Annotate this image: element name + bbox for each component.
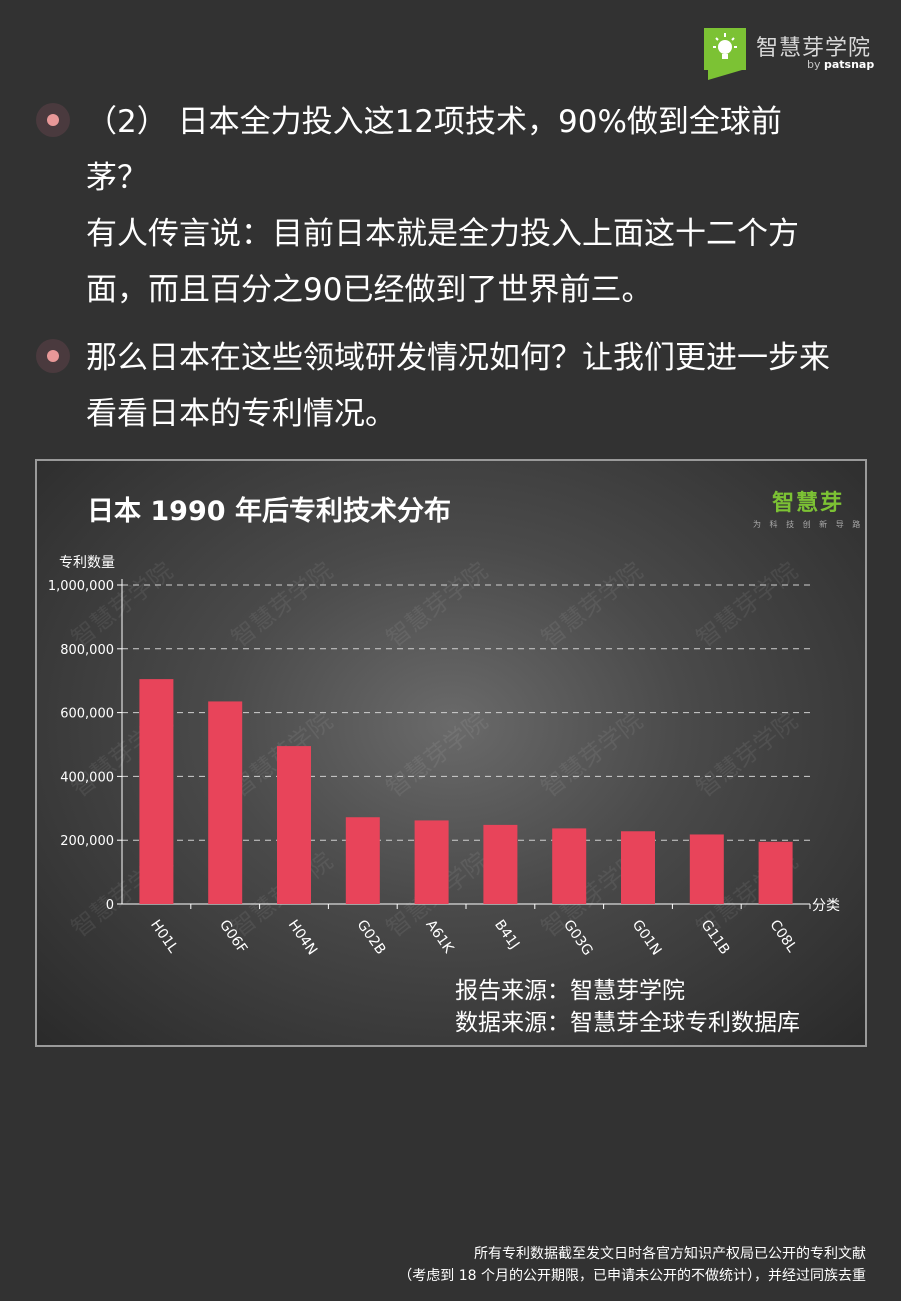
bar-g03g — [552, 828, 587, 904]
chart-panel: 日本 1990 年后专利技术分布 智慧芽 为 科 技 创 新 导 路 智慧芽学院… — [35, 459, 867, 1047]
brand-partner: patsnap — [824, 58, 875, 71]
brand-by: by — [807, 58, 821, 71]
header-logo: 智慧芽学院 by patsnap — [704, 28, 894, 84]
bullet-line: （2） 日本全力投入这12项技术，90%做到全球前 — [86, 104, 782, 140]
bar-b41j — [483, 824, 518, 904]
data-source: 数据来源：智慧芽全球专利数据库 — [455, 1010, 800, 1036]
bullet-line: 有人传言说：目前日本就是全力投入上面这十二个方 — [86, 216, 799, 252]
x-tick-label: H01L — [147, 917, 181, 956]
bullet-line: 那么日本在这些领域研发情况如何？让我们更进一步来 — [86, 340, 830, 376]
watermark-text: 智慧芽学院 — [536, 557, 648, 653]
watermark-text: 智慧芽学院 — [381, 557, 493, 653]
bar-g02b — [345, 817, 380, 904]
brand-byline: by patsnap — [807, 58, 874, 71]
bullet-line: 面，而且百分之90已经做到了世界前三。 — [86, 272, 653, 308]
bar-g01n — [621, 831, 655, 904]
watermark-text: 智慧芽学院 — [381, 707, 493, 803]
bar-a61k — [414, 820, 449, 904]
bar-h01l — [139, 679, 174, 904]
y-tick-label: 800,000 — [60, 643, 114, 658]
watermark-text: 智慧芽学院 — [226, 557, 338, 653]
chart-brand-name: 智慧芽 — [772, 491, 845, 516]
footnote-line: （考虑到 18 个月的公开期限，已申请未公开的不做统计），并经过同族去重 — [398, 1268, 866, 1284]
bullet-item-2: 那么日本在这些领域研发情况如何？让我们更进一步来 看看日本的专利情况。 — [36, 330, 876, 442]
y-axis-label: 专利数量 — [59, 555, 115, 571]
x-axis-label: 分类 — [812, 898, 840, 914]
x-tick-label: B41J — [491, 917, 522, 952]
x-tick-label: A61K — [422, 917, 457, 957]
x-tick-label: G03G — [560, 917, 596, 959]
bullet-item-1: （2） 日本全力投入这12项技术，90%做到全球前 茅？ 有人传言说：目前日本就… — [36, 94, 876, 318]
chart-sources: 报告来源：智慧芽学院 数据来源：智慧芽全球专利数据库 — [455, 975, 800, 1039]
footnote: 所有专利数据截至发文日时各官方知识产权局已公开的专利文献 （考虑到 18 个月的… — [398, 1243, 866, 1287]
x-tick-label: H04N — [285, 917, 320, 958]
chart-title: 日本 1990 年后专利技术分布 — [87, 496, 451, 527]
brand-name: 智慧芽学院 — [756, 36, 872, 61]
logo-speech-tail — [708, 70, 742, 80]
chart-brand-tagline: 为 科 技 创 新 导 路 — [753, 520, 864, 529]
bar-g06f — [208, 701, 243, 904]
y-tick-label: 200,000 — [60, 834, 114, 849]
chart-brand: 智慧芽 为 科 技 创 新 导 路 — [753, 485, 863, 530]
bar-h04n — [277, 746, 311, 904]
bullet-line: 看看日本的专利情况。 — [86, 396, 396, 432]
footnote-line: 所有专利数据截至发文日时各官方知识产权局已公开的专利文献 — [474, 1246, 866, 1262]
y-tick-label: 1,000,000 — [48, 579, 114, 594]
x-tick-label: C08L — [766, 917, 800, 955]
y-tick-label: 400,000 — [60, 770, 114, 785]
watermark-text: 智慧芽学院 — [691, 707, 803, 803]
bullet-line: 茅？ — [86, 160, 148, 196]
x-tick-label: G01N — [629, 917, 665, 958]
report-source: 报告来源：智慧芽学院 — [455, 978, 685, 1004]
bullet-dot-icon — [36, 339, 70, 373]
watermark-text: 智慧芽学院 — [536, 707, 648, 803]
bullet-list: （2） 日本全力投入这12项技术，90%做到全球前 茅？ 有人传言说：目前日本就… — [36, 94, 876, 446]
lightbulb-icon — [704, 28, 746, 70]
y-tick-label: 0 — [106, 898, 114, 913]
watermark-text: 智慧芽学院 — [691, 557, 803, 653]
bar-g11b — [689, 834, 724, 904]
bar-c08l — [758, 841, 793, 904]
bullet-dot-icon — [36, 103, 70, 137]
y-tick-label: 600,000 — [60, 707, 114, 722]
